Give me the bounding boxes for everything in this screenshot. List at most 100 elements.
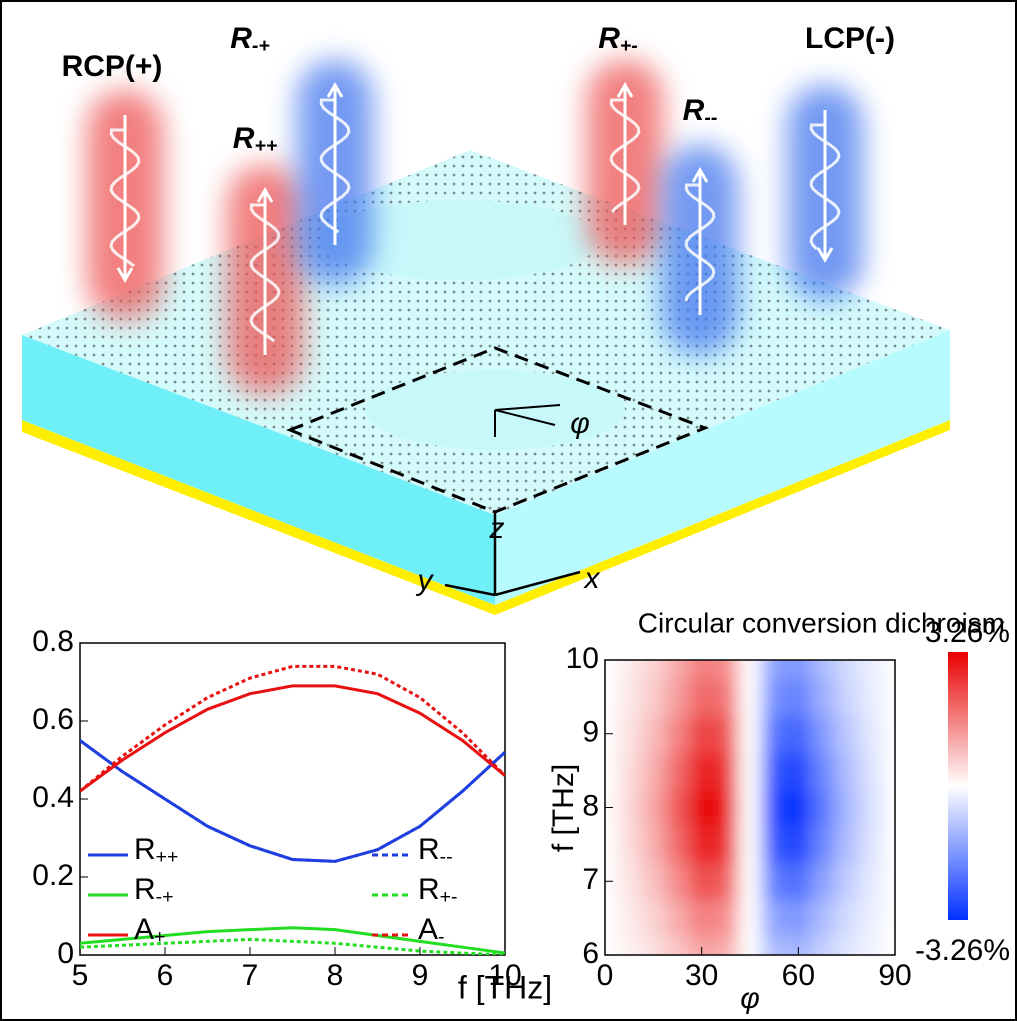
heatmap-cell — [882, 936, 895, 955]
heatmap-cell — [786, 936, 811, 955]
heatmap-cell — [858, 752, 884, 790]
heatmap-cell — [810, 660, 836, 679]
heatmap-cell — [713, 678, 739, 716]
heatmap-cell — [641, 862, 666, 901]
heatmap-cell — [786, 678, 811, 716]
legend-label: R-- — [418, 833, 453, 868]
heatmap-cell — [605, 899, 618, 938]
beam-label: LCP(-) — [805, 22, 895, 55]
heatmap-cell — [882, 660, 895, 679]
heatmap-cell — [810, 715, 836, 753]
heatmap-cell — [689, 862, 715, 901]
heatmap-cell — [617, 789, 642, 827]
y-tick-label: 10 — [566, 642, 599, 675]
line — [80, 664, 505, 793]
heatmap-cell — [641, 899, 666, 938]
heatmap-cell — [882, 752, 895, 790]
heatmap-cell — [689, 936, 715, 955]
heatmap-cell — [834, 678, 860, 716]
heatmap-cell — [617, 862, 642, 901]
heatmap-cell — [617, 752, 642, 790]
beam-spiral — [319, 98, 351, 234]
axis-name: x — [583, 562, 601, 595]
heatmap-cell — [713, 715, 739, 753]
heatmap-cell — [641, 678, 666, 716]
y-tick-label: 0.6 — [32, 703, 74, 736]
line — [80, 926, 505, 955]
heatmap-cell — [834, 862, 860, 901]
heatmap-cell — [810, 936, 836, 955]
x-tick-label: 10 — [488, 959, 521, 992]
x-tick-label: 9 — [412, 959, 429, 992]
heatmap-cell — [858, 715, 884, 753]
y-tick-label: 0 — [57, 937, 74, 970]
heatmap-cell — [665, 789, 691, 827]
heatmap-cell — [858, 936, 884, 955]
beam-arrow — [816, 110, 834, 263]
heatmap-cell — [605, 752, 618, 790]
heatmap-cell — [689, 678, 715, 716]
heatmap-cell — [713, 899, 739, 938]
beams — [87, 60, 863, 395]
heatmap-cell — [665, 936, 691, 955]
heatmap-cell — [689, 752, 715, 790]
heatmap-cell — [713, 862, 739, 901]
heatmap-cells — [605, 660, 895, 955]
heatmap-cell — [713, 825, 739, 864]
heatmap-cell — [762, 678, 787, 716]
beam-arrow — [256, 187, 274, 355]
heatmap-cell — [858, 899, 884, 938]
heatmap-cell — [786, 899, 811, 938]
heatmap-cell — [605, 660, 618, 679]
heatmap-cell — [617, 825, 642, 864]
heatmap-cell — [737, 660, 763, 679]
x-axis-label: f [THz] — [458, 969, 552, 1005]
heatmap-cell — [689, 660, 715, 679]
heatmap-cell — [737, 715, 763, 753]
axis-name: z — [489, 512, 505, 545]
heatmap-cell — [641, 789, 666, 827]
line — [80, 937, 505, 955]
heatmap-cell — [762, 789, 787, 827]
heatmap-cell — [641, 825, 666, 864]
heatmap-cell — [689, 789, 715, 827]
y-tick-label: 9 — [582, 716, 599, 749]
heatmap-cell — [617, 899, 642, 938]
heatmap-cell — [605, 678, 618, 716]
heatmap-cell — [810, 789, 836, 827]
heatmap-cell — [882, 715, 895, 753]
beam-arrow — [616, 82, 634, 225]
heatmap-cell — [834, 715, 860, 753]
plot-lines — [80, 664, 505, 955]
heatmap-cell — [834, 936, 860, 955]
heatmap-cell — [762, 936, 787, 955]
colorbar-label: -3.26% — [915, 934, 1010, 967]
heatmap-cell — [882, 899, 895, 938]
heatmap-cell — [713, 752, 739, 790]
heatmap-cell — [617, 936, 642, 955]
heatmap-cell — [665, 660, 691, 679]
beam-spiral — [249, 203, 281, 343]
heatmap-cell — [737, 936, 763, 955]
heatmap-cell — [786, 825, 811, 864]
heatmap-cell — [605, 825, 618, 864]
x-tick-label: 5 — [72, 959, 89, 992]
x-tick-label: 60 — [782, 959, 815, 992]
y-tick-label: 0.4 — [32, 781, 74, 814]
heatmap-cell — [689, 899, 715, 938]
heatmap-cell — [665, 715, 691, 753]
y-tick-label: 7 — [582, 863, 599, 896]
x-tick-label: 7 — [242, 959, 259, 992]
line — [80, 739, 505, 863]
heatmap-cell — [737, 862, 763, 901]
angle-name: φ — [570, 407, 590, 440]
heatmap-cell — [713, 789, 739, 827]
heatmap-cell — [786, 752, 811, 790]
heatmap-cell — [617, 678, 642, 716]
heatmap-cell — [834, 789, 860, 827]
heatmap-cell — [762, 660, 787, 679]
y-tick-label: 0.8 — [32, 625, 74, 658]
heatmap-cell — [786, 715, 811, 753]
heatmap-cell — [665, 678, 691, 716]
